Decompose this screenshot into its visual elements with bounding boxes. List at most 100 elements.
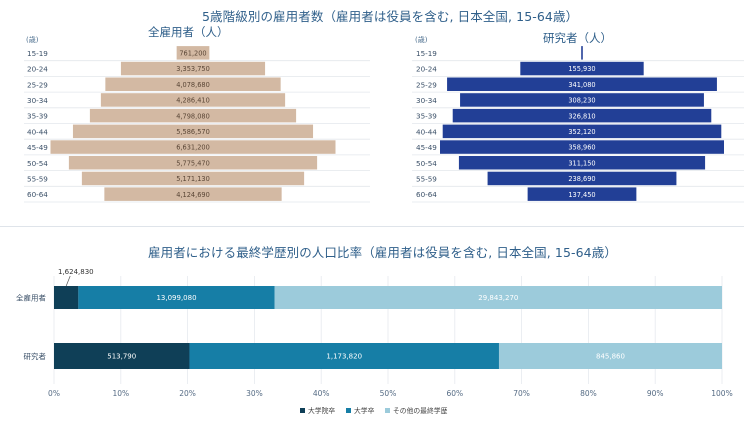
pyramid-chart-title: 5歳階級別の雇用者数（雇用者は役員を含む, 日本全国, 15-64歳）: [202, 9, 579, 24]
researchers-bar: [458, 156, 706, 170]
all-employees-value-label: 4,798,080: [176, 112, 210, 120]
education-value-label: 1,173,820: [326, 353, 362, 361]
all-employees-age-label: 60-64: [27, 190, 48, 199]
researchers-value-label: 341,080: [568, 81, 595, 89]
legend-label: 大学卒: [354, 406, 375, 415]
researchers-age-label: 35-39: [416, 112, 437, 121]
researchers-age-label: 15-19: [416, 49, 437, 58]
researchers-bar: [527, 187, 637, 201]
x-tick-label: 100%: [711, 389, 732, 398]
all-employees-value-label: 4,124,690: [176, 191, 210, 199]
education-category-label: 全雇用者: [16, 293, 46, 303]
all-employees-bar: [68, 156, 318, 170]
researchers-value-label: 358,960: [568, 144, 595, 152]
x-tick-label: 50%: [380, 389, 397, 398]
legend-label: 大学院卒: [308, 406, 335, 415]
all-employees-value-label: 3,353,750: [176, 65, 210, 73]
researchers-age-label: 25-29: [416, 80, 437, 89]
researchers-age-label: 20-24: [416, 65, 437, 74]
legend-swatch: [300, 408, 305, 413]
all-employees-age-label: 20-24: [27, 65, 48, 74]
x-tick-label: 60%: [446, 389, 463, 398]
all-employees-age-label: 45-49: [27, 143, 48, 152]
education-value-label: 29,843,270: [478, 294, 518, 302]
x-tick-label: 40%: [313, 389, 330, 398]
researchers-value-label: 308,230: [568, 97, 595, 105]
education-value-label: 513,790: [107, 353, 136, 361]
researchers-bar: [581, 46, 583, 60]
x-tick-label: 90%: [647, 389, 664, 398]
education-value-label: 845,860: [596, 353, 625, 361]
all-employees-age-label: 50-54: [27, 159, 48, 168]
x-tick-label: 20%: [179, 389, 196, 398]
all-employees-bar: [176, 46, 210, 60]
researchers-bar: [442, 124, 722, 139]
education-segment: [54, 286, 79, 309]
all-employees-age-label: 30-34: [27, 96, 48, 105]
researchers-bar: [447, 77, 717, 91]
education-chart-title: 雇用者における最終学歴別の人口比率（雇用者は役員を含む, 日本全国, 15-64…: [148, 245, 617, 260]
education-category-label: 研究者: [24, 351, 47, 361]
researchers-subtitle: 研究者（人）: [543, 31, 612, 45]
researchers-age-label: 30-34: [416, 96, 437, 105]
all-employees-age-label: 15-19: [27, 49, 48, 58]
researchers-value-label: 238,690: [568, 175, 595, 183]
all-employees-value-label: 5,775,470: [176, 159, 210, 167]
researchers-bar: [452, 108, 712, 123]
all-employees-bar: [120, 61, 266, 76]
all-employees-bar: [104, 187, 282, 201]
all-employees-bar: [72, 124, 314, 139]
all-employees-bar: [81, 171, 305, 186]
researchers-value-label: 326,810: [568, 112, 595, 120]
all-employees-age-label: 55-59: [27, 174, 48, 183]
researchers-bar: [440, 140, 724, 154]
all-employees-value-label: 6,631,200: [176, 144, 210, 152]
education-segment: [78, 286, 275, 309]
researchers-bar: [520, 61, 644, 76]
all-employees-bar: [89, 108, 297, 123]
researchers-age-label: 50-54: [416, 159, 437, 168]
all-employees-age-label: 35-39: [27, 112, 48, 121]
education-segment: [274, 286, 722, 309]
all-employees-value-label: 761,200: [179, 49, 206, 57]
researchers-age-label: 40-44: [416, 127, 437, 136]
education-segment: [189, 343, 499, 369]
age-unit-label-right: (歳): [415, 36, 428, 44]
researchers-value-label: 352,120: [568, 128, 595, 136]
researchers-bar: [460, 93, 704, 107]
all-employees-value-label: 4,286,410: [176, 97, 210, 105]
x-tick-label: 80%: [580, 389, 597, 398]
all-employees-age-label: 40-44: [27, 127, 48, 136]
all-employees-value-label: 5,586,570: [176, 128, 210, 136]
researchers-age-label: 55-59: [416, 174, 437, 183]
all-employees-age-label: 25-29: [27, 80, 48, 89]
section-divider: [0, 226, 744, 227]
education-value-label: 13,099,080: [156, 294, 196, 302]
all-employees-bar: [50, 140, 336, 154]
researchers-age-label: 45-49: [416, 143, 437, 152]
legend-swatch: [346, 408, 351, 413]
education-value-label: 1,624,830: [58, 268, 94, 276]
all-employees-value-label: 5,171,130: [176, 175, 210, 183]
all-employees-bar: [105, 77, 281, 91]
legend-label: その他の最終学歴: [393, 406, 448, 415]
label-leader-line: [65, 275, 71, 287]
age-unit-label-left: (歳): [26, 36, 39, 44]
x-tick-label: 10%: [112, 389, 129, 398]
x-tick-label: 0%: [48, 389, 60, 398]
x-tick-label: 70%: [513, 389, 530, 398]
x-tick-label: 30%: [246, 389, 263, 398]
researchers-bar: [487, 171, 677, 186]
education-segment: [54, 343, 190, 369]
researchers-value-label: 311,150: [568, 159, 595, 167]
researchers-value-label: 155,930: [568, 65, 595, 73]
all-employees-value-label: 4,078,680: [176, 81, 210, 89]
researchers-value-label: 137,450: [568, 191, 595, 199]
all-employees-bar: [100, 93, 286, 107]
legend-swatch: [385, 408, 390, 413]
education-segment: [498, 343, 722, 369]
researchers-age-label: 60-64: [416, 190, 437, 199]
